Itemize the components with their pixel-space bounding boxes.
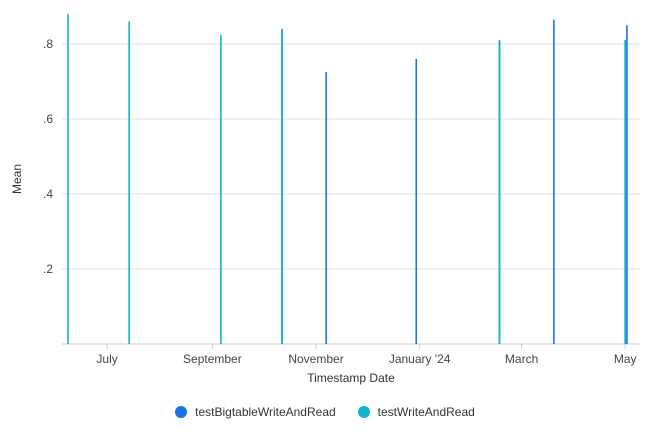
y-axis-title: Mean: [10, 164, 24, 194]
data-bars: [67, 14, 628, 344]
y-tick-label: .8: [43, 37, 53, 51]
legend-marker-bigtable: [175, 406, 188, 418]
y-tick-label: .6: [43, 112, 53, 126]
gridlines: [62, 43, 640, 345]
legend-label-bigtable: testBigtableWriteAndRead: [195, 405, 336, 419]
x-tick-label: March: [505, 352, 538, 366]
legend-item-bigtable[interactable]: testBigtableWriteAndRead: [175, 405, 336, 419]
x-tick-label: September: [183, 352, 242, 366]
x-tick-label: January '24: [389, 352, 451, 366]
x-axis-title: Timestamp Date: [307, 371, 395, 385]
x-tick-label: November: [288, 352, 343, 366]
x-tick-label: July: [96, 352, 117, 366]
legend-item-write-and-read[interactable]: testWriteAndRead: [357, 405, 475, 419]
x-tick-label: May: [614, 352, 637, 366]
legend: testBigtableWriteAndRead testWriteAndRea…: [0, 402, 650, 422]
x-axis-ticks: July September November January '24 March May: [96, 344, 637, 366]
legend-marker-write-and-read: [357, 406, 370, 418]
y-tick-label: .4: [43, 187, 53, 201]
y-tick-label: .2: [43, 262, 53, 276]
legend-label-write-and-read: testWriteAndRead: [377, 405, 475, 419]
y-axis-ticks: .2 .4 .6 .8: [43, 37, 53, 276]
